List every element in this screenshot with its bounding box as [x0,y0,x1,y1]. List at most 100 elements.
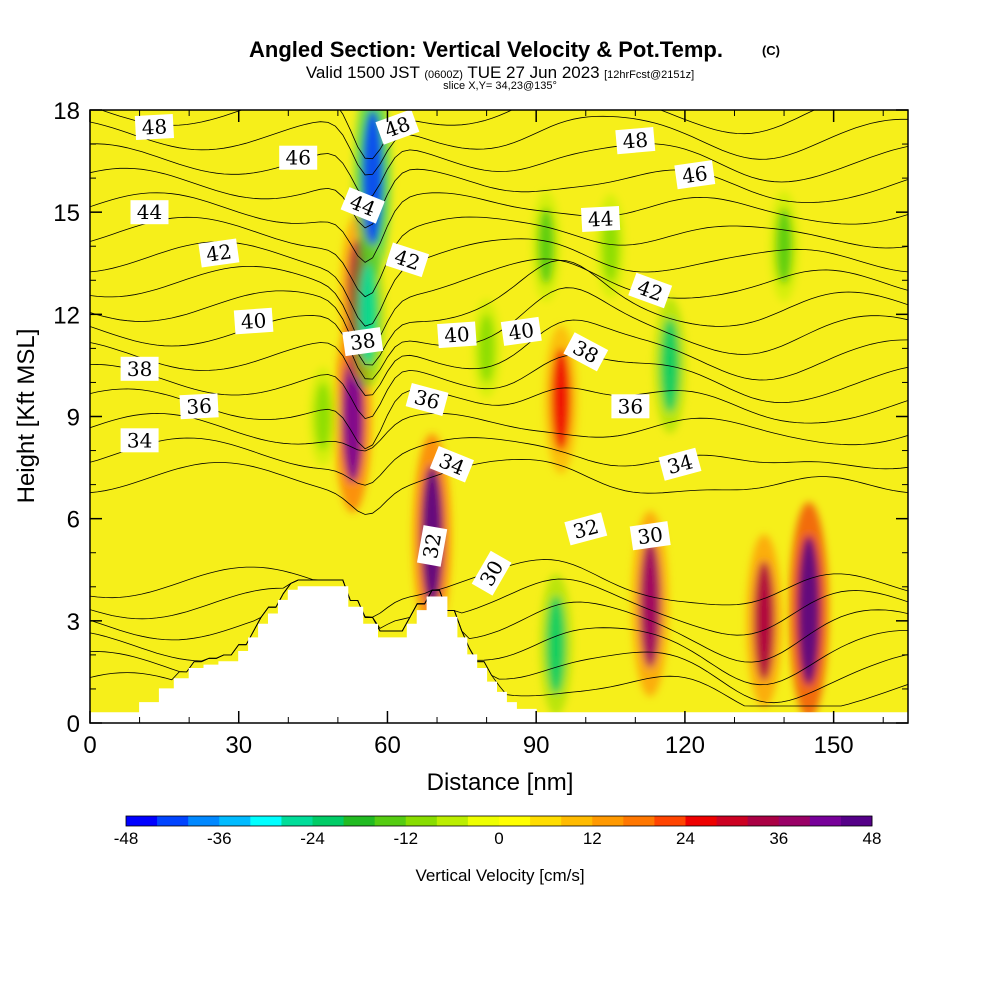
label-box [628,272,673,309]
theta-contour-line [100,110,816,160]
label-box [375,109,420,145]
label-text: 30 [636,522,665,549]
theta-contour-label: 46 [674,160,716,190]
label-box [500,316,542,346]
theta-contour-label: 46 [279,145,318,170]
theta-contour-label: 48 [615,126,656,155]
colorbar-swatch [312,816,344,826]
colorbar-tick-label: -24 [300,829,325,848]
label-box [405,382,449,417]
label-box [437,321,477,349]
chart-title: Angled Section: Vertical Velocity & Pot.… [249,37,723,62]
y-axis-label: Height [Kft MSL] [13,329,40,504]
theta-contour-label: 30 [629,521,671,551]
label-text: 36 [618,394,643,418]
theta-contour-label: 38 [120,356,159,381]
colorbar-swatch [809,816,842,826]
colorbar-swatch [374,816,407,826]
colorbar-tick-label: 48 [863,829,882,848]
label-box [674,160,716,190]
colorbar-swatch [157,816,189,826]
theta-contour-line [90,216,908,298]
label-text: 48 [622,128,649,154]
label-text: 42 [205,239,234,266]
label-box [198,238,240,268]
y-tick-label: 3 [67,609,80,636]
colorbar-tick-label: -36 [207,829,232,848]
theta-contour-label: 40 [233,307,274,335]
label-text: 44 [587,206,614,231]
theta-contour-line [90,412,908,452]
colorbar-swatch [405,816,438,826]
theta-contour-label: 34 [658,447,702,481]
colorbar-tick-label: 24 [676,829,695,848]
label-text: 34 [127,428,152,452]
label-box [120,428,159,453]
colorbar-swatch [654,816,686,826]
colorbar-swatch [467,816,500,826]
colorbar-swatch [623,816,655,826]
colorbar-tick-label: -48 [114,829,139,848]
colorbar-swatch [685,816,717,826]
velocity-cell [551,348,571,451]
theta-contour-line [90,115,908,176]
theta-contour-label: 36 [611,394,650,419]
colorbar-swatch [530,816,562,826]
theta-contour-line [90,354,908,420]
theta-contour-label: 38 [342,327,384,357]
colorbar-swatch [499,816,531,826]
colorbar-swatch [250,816,282,826]
label-text: 40 [443,322,470,348]
colorbar-swatch [592,816,624,826]
x-tick-label: 0 [83,732,96,759]
label-box [130,200,169,225]
x-tick-label: 120 [665,732,705,759]
colorbar-tick-label: 36 [769,829,788,848]
theta-contour-line [90,259,908,366]
y-tick-label: 9 [67,405,80,432]
zulu-time: (0600Z) [424,69,463,81]
terrain [90,586,908,723]
colorbar-swatch [716,816,749,826]
theta-contour-label: 48 [134,114,175,140]
label-text: 38 [127,357,152,381]
velocity-cell [342,350,363,483]
label-text: 36 [186,394,213,419]
y-tick-label: 18 [53,98,80,125]
label-box [340,187,385,224]
colorbar-swatch [188,816,220,826]
chart-subtitle: Valid 1500 JST (0600Z) TUE 27 Jun 2023 [… [306,63,694,82]
label-box [615,126,656,155]
x-tick-label: 60 [374,732,401,759]
theta-contour-label: 44 [130,200,169,225]
label-text: 44 [137,200,162,224]
colorbar [125,815,873,827]
valid-date: TUE 27 Jun 2023 [467,63,599,82]
x-tick-label: 90 [523,732,550,759]
colorbar-swatch [219,816,251,826]
label-box [471,550,512,596]
colorbar-swatch [436,816,469,826]
velocity-cell [478,314,495,383]
theta-contour-label: 34 [429,445,475,483]
theta-contour-label: 34 [120,428,159,453]
colorbar-tick-label: -12 [394,829,419,848]
label-text: 46 [681,161,710,188]
theta-contour-line [90,287,908,380]
label-text: 40 [507,318,536,345]
label-box [385,242,430,278]
slice-info: slice X,Y= 34,23@135° [443,80,557,92]
theta-contours [90,110,908,707]
theta-contour-line [90,579,908,663]
x-axis-label: Distance [nm] [427,769,574,796]
label-text: 48 [141,114,168,139]
label-box [342,327,384,357]
colorbar-swatch [281,816,313,826]
theta-contour-line [90,319,908,396]
theta-contour-line [90,143,908,199]
theta-contour-label: 40 [500,316,542,346]
label-box [580,206,621,232]
copyright-mark: (C) [762,43,780,58]
velocity-cell [640,539,661,668]
